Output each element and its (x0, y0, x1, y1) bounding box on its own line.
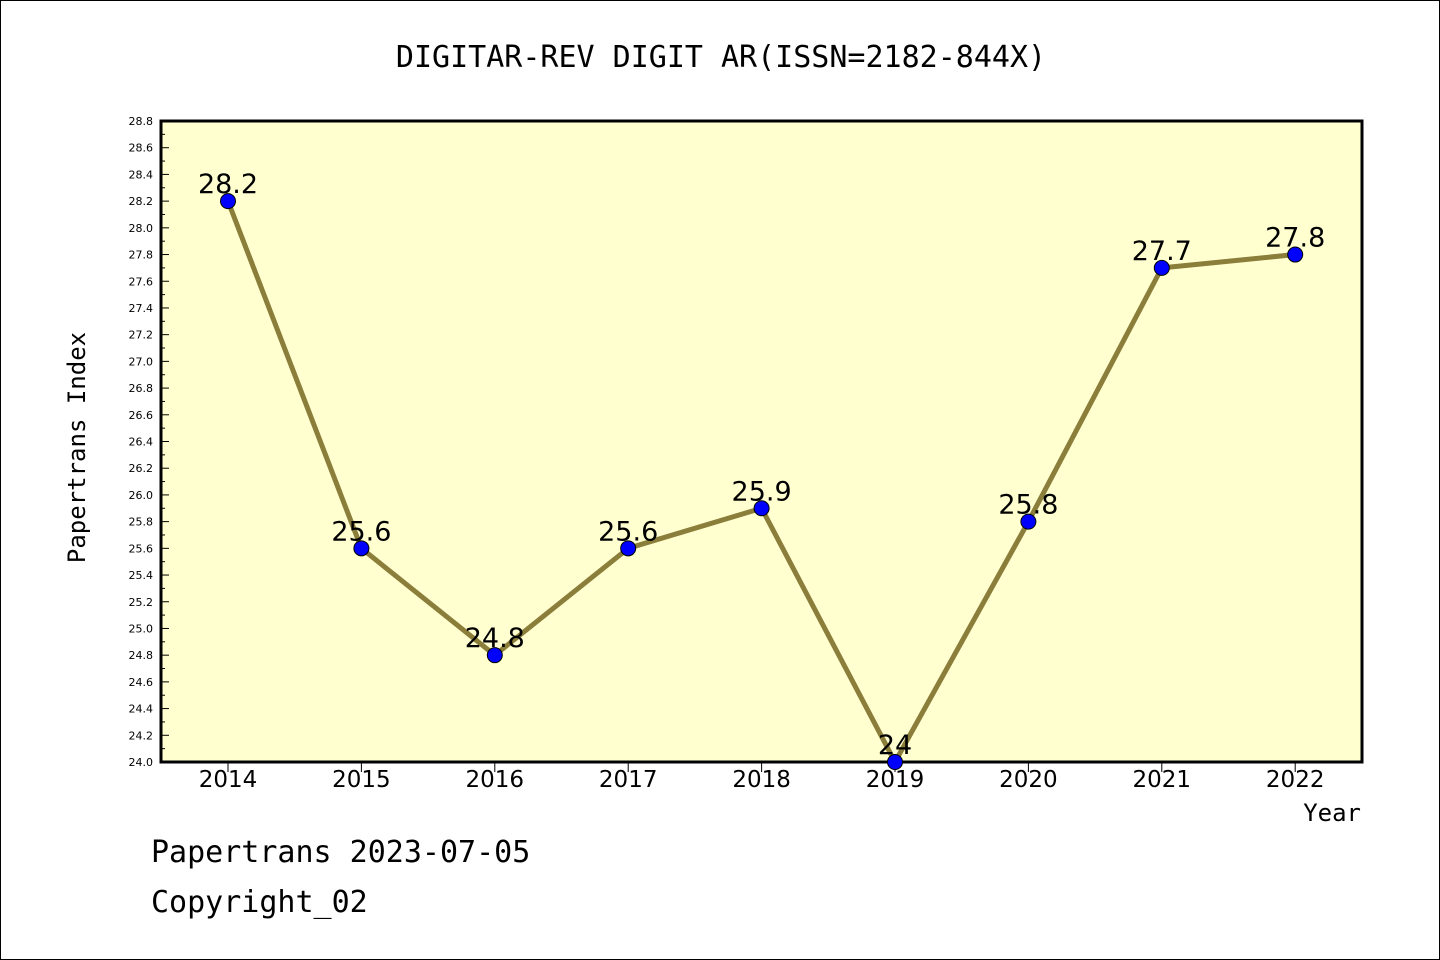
y-tick-label: 27.6 (129, 275, 154, 288)
data-label: 24 (878, 730, 912, 761)
y-tick-label: 25.6 (129, 542, 154, 555)
x-tick-label: 2017 (599, 767, 658, 793)
y-tick-label: 24.2 (129, 729, 154, 742)
y-tick-label: 28.4 (129, 168, 154, 181)
y-tick-label: 28.2 (129, 195, 154, 208)
data-label: 25.8 (998, 490, 1058, 521)
y-tick-label: 26.0 (129, 489, 154, 502)
x-axis: 2014 2015 2016 2017 2018 2019 2020 2021 2022 (199, 762, 1325, 793)
y-tick-label: 28.0 (129, 222, 154, 235)
x-tick-label: 2022 (1266, 767, 1325, 793)
plot-area (159, 119, 1364, 764)
y-tick-label: 24.4 (129, 703, 154, 716)
y-tick-label: 25.2 (129, 596, 154, 609)
data-point (353, 540, 370, 557)
y-tick-label: 26.6 (129, 409, 154, 422)
data-label: 27.8 (1265, 223, 1325, 254)
y-tick-label: 26.4 (129, 436, 154, 449)
y-tick-label: 24.0 (129, 756, 154, 769)
footer-copyright: Copyright_02 (151, 885, 368, 920)
y-tick-label: 27.0 (129, 355, 154, 368)
chart-title: DIGITAR-REV DIGIT AR(ISSN=2182-844X) (396, 40, 1046, 75)
data-label: 25.9 (732, 476, 792, 507)
y-tick-label: 28.6 (129, 142, 154, 155)
y-tick-label: 24.6 (129, 676, 154, 689)
y-axis-label: Papertrans Index (63, 332, 91, 563)
data-point (220, 193, 236, 210)
x-tick-label: 2020 (999, 767, 1058, 793)
x-tick-label: 2019 (866, 767, 925, 793)
data-point (887, 754, 903, 770)
y-tick-label: 25.0 (129, 622, 154, 635)
y-axis: 24.0 24.2 24.4 24.6 24.8 25.0 25.2 25.4 25.6 25.8… (129, 115, 169, 769)
y-tick-label: 24.8 (129, 649, 154, 662)
data-label: 25.6 (598, 516, 658, 547)
data-point (1020, 513, 1037, 530)
x-tick-label: 2016 (466, 767, 525, 793)
series: 28.2 25.6 24.8 25.6 25.9 24 25.8 27.7 27.8 (198, 169, 1325, 770)
data-point (486, 647, 503, 664)
data-point (1153, 259, 1170, 276)
y-tick-label: 26.8 (129, 382, 154, 395)
data-point (620, 540, 637, 557)
y-tick-label: 25.4 (129, 569, 154, 582)
y-tick-label: 27.8 (129, 249, 154, 262)
y-tick-label: 25.8 (129, 516, 154, 529)
data-label: 25.6 (331, 516, 391, 547)
footer-date: Papertrans 2023-07-05 (151, 835, 531, 870)
y-tick-label: 27.2 (129, 329, 154, 342)
data-point (753, 500, 770, 517)
y-tick-label: 26.2 (129, 462, 154, 475)
x-tick-label: 2015 (332, 767, 391, 793)
x-tick-label: 2014 (199, 767, 258, 793)
y-tick-label: 27.4 (129, 302, 154, 315)
data-label: 28.2 (198, 169, 258, 200)
data-label: 27.7 (1132, 236, 1192, 267)
x-tick-label: 2018 (732, 767, 791, 793)
data-label: 24.8 (465, 623, 525, 654)
x-tick-label: 2021 (1133, 767, 1192, 793)
x-axis-label: Year (1303, 799, 1361, 827)
y-tick-label: 28.8 (129, 115, 154, 128)
data-point (1287, 246, 1304, 263)
